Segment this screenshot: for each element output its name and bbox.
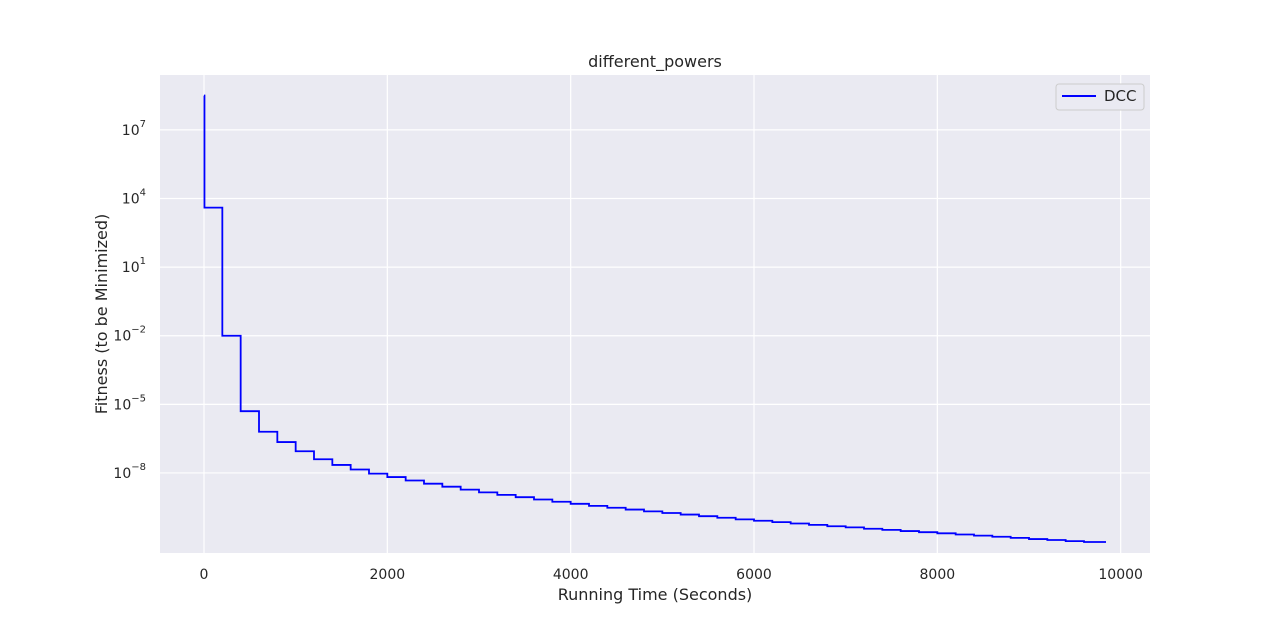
y-tick-exponent: 7 <box>140 119 146 130</box>
chart-title: different_powers <box>588 52 722 72</box>
x-tick-label: 6000 <box>736 567 772 583</box>
y-tick-label: 107 <box>122 119 146 139</box>
y-tick-exponent: −8 <box>131 462 146 473</box>
y-tick-base: 10 <box>113 466 131 482</box>
legend-label-dcc: DCC <box>1104 87 1137 105</box>
y-tick-label: 10−5 <box>113 393 146 413</box>
y-tick-exponent: −5 <box>131 393 146 404</box>
x-tick-label: 8000 <box>920 567 956 583</box>
y-tick-label: 10−2 <box>113 325 146 345</box>
x-tick-label: 0 <box>200 567 209 583</box>
y-tick-exponent: 4 <box>140 188 146 199</box>
horizontal-gridlines <box>160 129 1150 474</box>
x-axis-title: Running Time (Seconds) <box>558 585 753 604</box>
y-tick-exponent: −2 <box>131 325 146 336</box>
series-line-dcc <box>203 94 1106 543</box>
y-tick-base: 10 <box>122 260 140 276</box>
y-tick-base: 10 <box>113 329 131 345</box>
x-tick-labels: 0 2000 4000 6000 8000 10000 <box>200 567 1143 583</box>
y-tick-base: 10 <box>122 192 140 208</box>
x-tick-label: 4000 <box>553 567 589 583</box>
y-tick-base: 10 <box>113 397 131 413</box>
x-tick-label: 10000 <box>1098 567 1143 583</box>
x-tick-label: 2000 <box>370 567 406 583</box>
y-tick-label: 101 <box>122 256 146 276</box>
y-tick-label: 104 <box>122 188 146 208</box>
plot-area <box>160 75 1150 553</box>
y-tick-base: 10 <box>122 123 140 139</box>
y-axis-title: Fitness (to be Minimized) <box>92 214 111 414</box>
series-layer <box>203 94 1106 543</box>
legend: DCC <box>1055 83 1145 111</box>
legend-box <box>1055 83 1145 111</box>
y-tick-exponent: 1 <box>140 256 146 267</box>
y-tick-label: 10−8 <box>113 462 146 482</box>
